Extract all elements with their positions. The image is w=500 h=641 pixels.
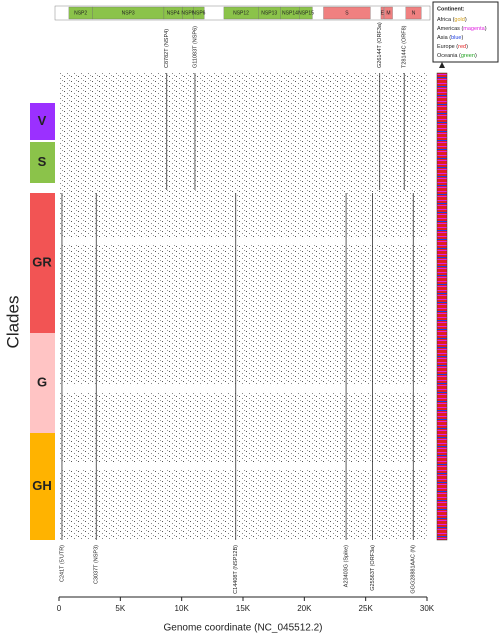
legend-suffix: ) bbox=[465, 17, 467, 23]
legend-prefix: Europe ( bbox=[437, 44, 458, 50]
gap bbox=[59, 385, 427, 392]
x-tick-label: 25K bbox=[359, 604, 374, 613]
mutation-label: A23403G (Spike) bbox=[344, 545, 350, 587]
mutation-label: C8782T (NSP4) bbox=[164, 29, 170, 68]
clade-bar bbox=[30, 433, 55, 540]
legend-suffix: ) bbox=[461, 35, 463, 41]
gene bbox=[405, 6, 422, 20]
x-axis-label: Genome coordinate (NC_045512.2) bbox=[164, 623, 323, 634]
legend-suffix: ) bbox=[466, 44, 468, 50]
legend-color-word: magenta bbox=[463, 26, 485, 32]
mutation-label: T28144C (ORF8) bbox=[402, 25, 408, 68]
gene-label: NSP2 bbox=[74, 10, 87, 16]
legend-entry: Americas (magenta) bbox=[437, 26, 487, 32]
legend-prefix: Oceania ( bbox=[437, 53, 461, 59]
legend bbox=[432, 1, 499, 63]
legend-prefix: Asia ( bbox=[437, 35, 451, 41]
x-tick-label: 20K bbox=[297, 604, 312, 613]
clade-bar bbox=[30, 333, 55, 433]
gene-label: NSP3 bbox=[122, 10, 135, 16]
sequence-texture bbox=[59, 73, 427, 540]
mutation-label: GGG28881AAC (N) bbox=[411, 545, 417, 594]
x-tick-label: 30K bbox=[420, 604, 435, 613]
gene-label: N bbox=[412, 10, 416, 16]
gene-label: NSP5 bbox=[181, 10, 194, 16]
gap bbox=[59, 238, 427, 245]
gene-label: S bbox=[345, 10, 349, 16]
clade-bar bbox=[30, 142, 55, 183]
clade-bar bbox=[30, 103, 55, 140]
gap bbox=[59, 463, 427, 469]
marker bbox=[439, 62, 445, 68]
mutation-label: G25563T (ORF3a) bbox=[370, 545, 376, 591]
mutation-label: C14408T (NSP12B) bbox=[233, 545, 239, 594]
clade-label: G bbox=[37, 374, 47, 389]
legend-color-word: green bbox=[461, 53, 475, 59]
legend-prefix: Africa ( bbox=[437, 17, 455, 23]
gene-label: NSP15 bbox=[298, 10, 314, 16]
gene bbox=[193, 6, 205, 20]
gene-label: M bbox=[386, 10, 390, 16]
clade-label: GR bbox=[32, 254, 52, 269]
mutation-label: C3037T (NSP3) bbox=[94, 545, 100, 584]
x-tick-label: 5K bbox=[115, 604, 125, 613]
x-tick-label: 10K bbox=[175, 604, 190, 613]
legend-entry: Oceania (green) bbox=[437, 53, 477, 59]
y-axis-label: Clades bbox=[3, 296, 22, 349]
mutation-label: C241T (5'UTR) bbox=[59, 545, 65, 582]
gene-label: NSP14 bbox=[282, 10, 298, 16]
legend-prefix: Americas ( bbox=[437, 26, 463, 32]
x-tick-label: 0 bbox=[57, 604, 62, 613]
gene-label: NSP4 bbox=[167, 10, 180, 16]
legend-suffix: ) bbox=[485, 26, 487, 32]
gene-label: E bbox=[381, 10, 385, 16]
clade-label: S bbox=[38, 154, 47, 169]
gene bbox=[384, 6, 393, 20]
legend-color-word: gold bbox=[454, 17, 464, 23]
legend-entry: Europe (red) bbox=[437, 44, 468, 50]
gene-label: NSP12 bbox=[233, 10, 249, 16]
gene-label: NSP13 bbox=[261, 10, 277, 16]
clade-bar bbox=[30, 193, 55, 333]
legend-title: Continent: bbox=[437, 6, 465, 12]
gene bbox=[299, 6, 313, 20]
gene bbox=[323, 6, 371, 20]
legend-color-word: blue bbox=[451, 35, 461, 41]
mutation-label: G26144T (ORF3a) bbox=[377, 22, 383, 68]
mutation-label: G11083T (NSP6) bbox=[192, 26, 198, 68]
legend-suffix: ) bbox=[475, 53, 477, 59]
gene bbox=[380, 6, 384, 20]
clade-label: GH bbox=[32, 478, 52, 493]
legend-color-word: red bbox=[458, 44, 466, 50]
continent-bar bbox=[436, 72, 448, 541]
gene-label: NSP6 bbox=[192, 10, 205, 16]
legend-entry: Asia (blue) bbox=[437, 35, 463, 41]
x-tick-label: 15K bbox=[236, 604, 251, 613]
clade-label: V bbox=[38, 113, 47, 128]
legend-entry: Africa (gold) bbox=[437, 17, 467, 23]
